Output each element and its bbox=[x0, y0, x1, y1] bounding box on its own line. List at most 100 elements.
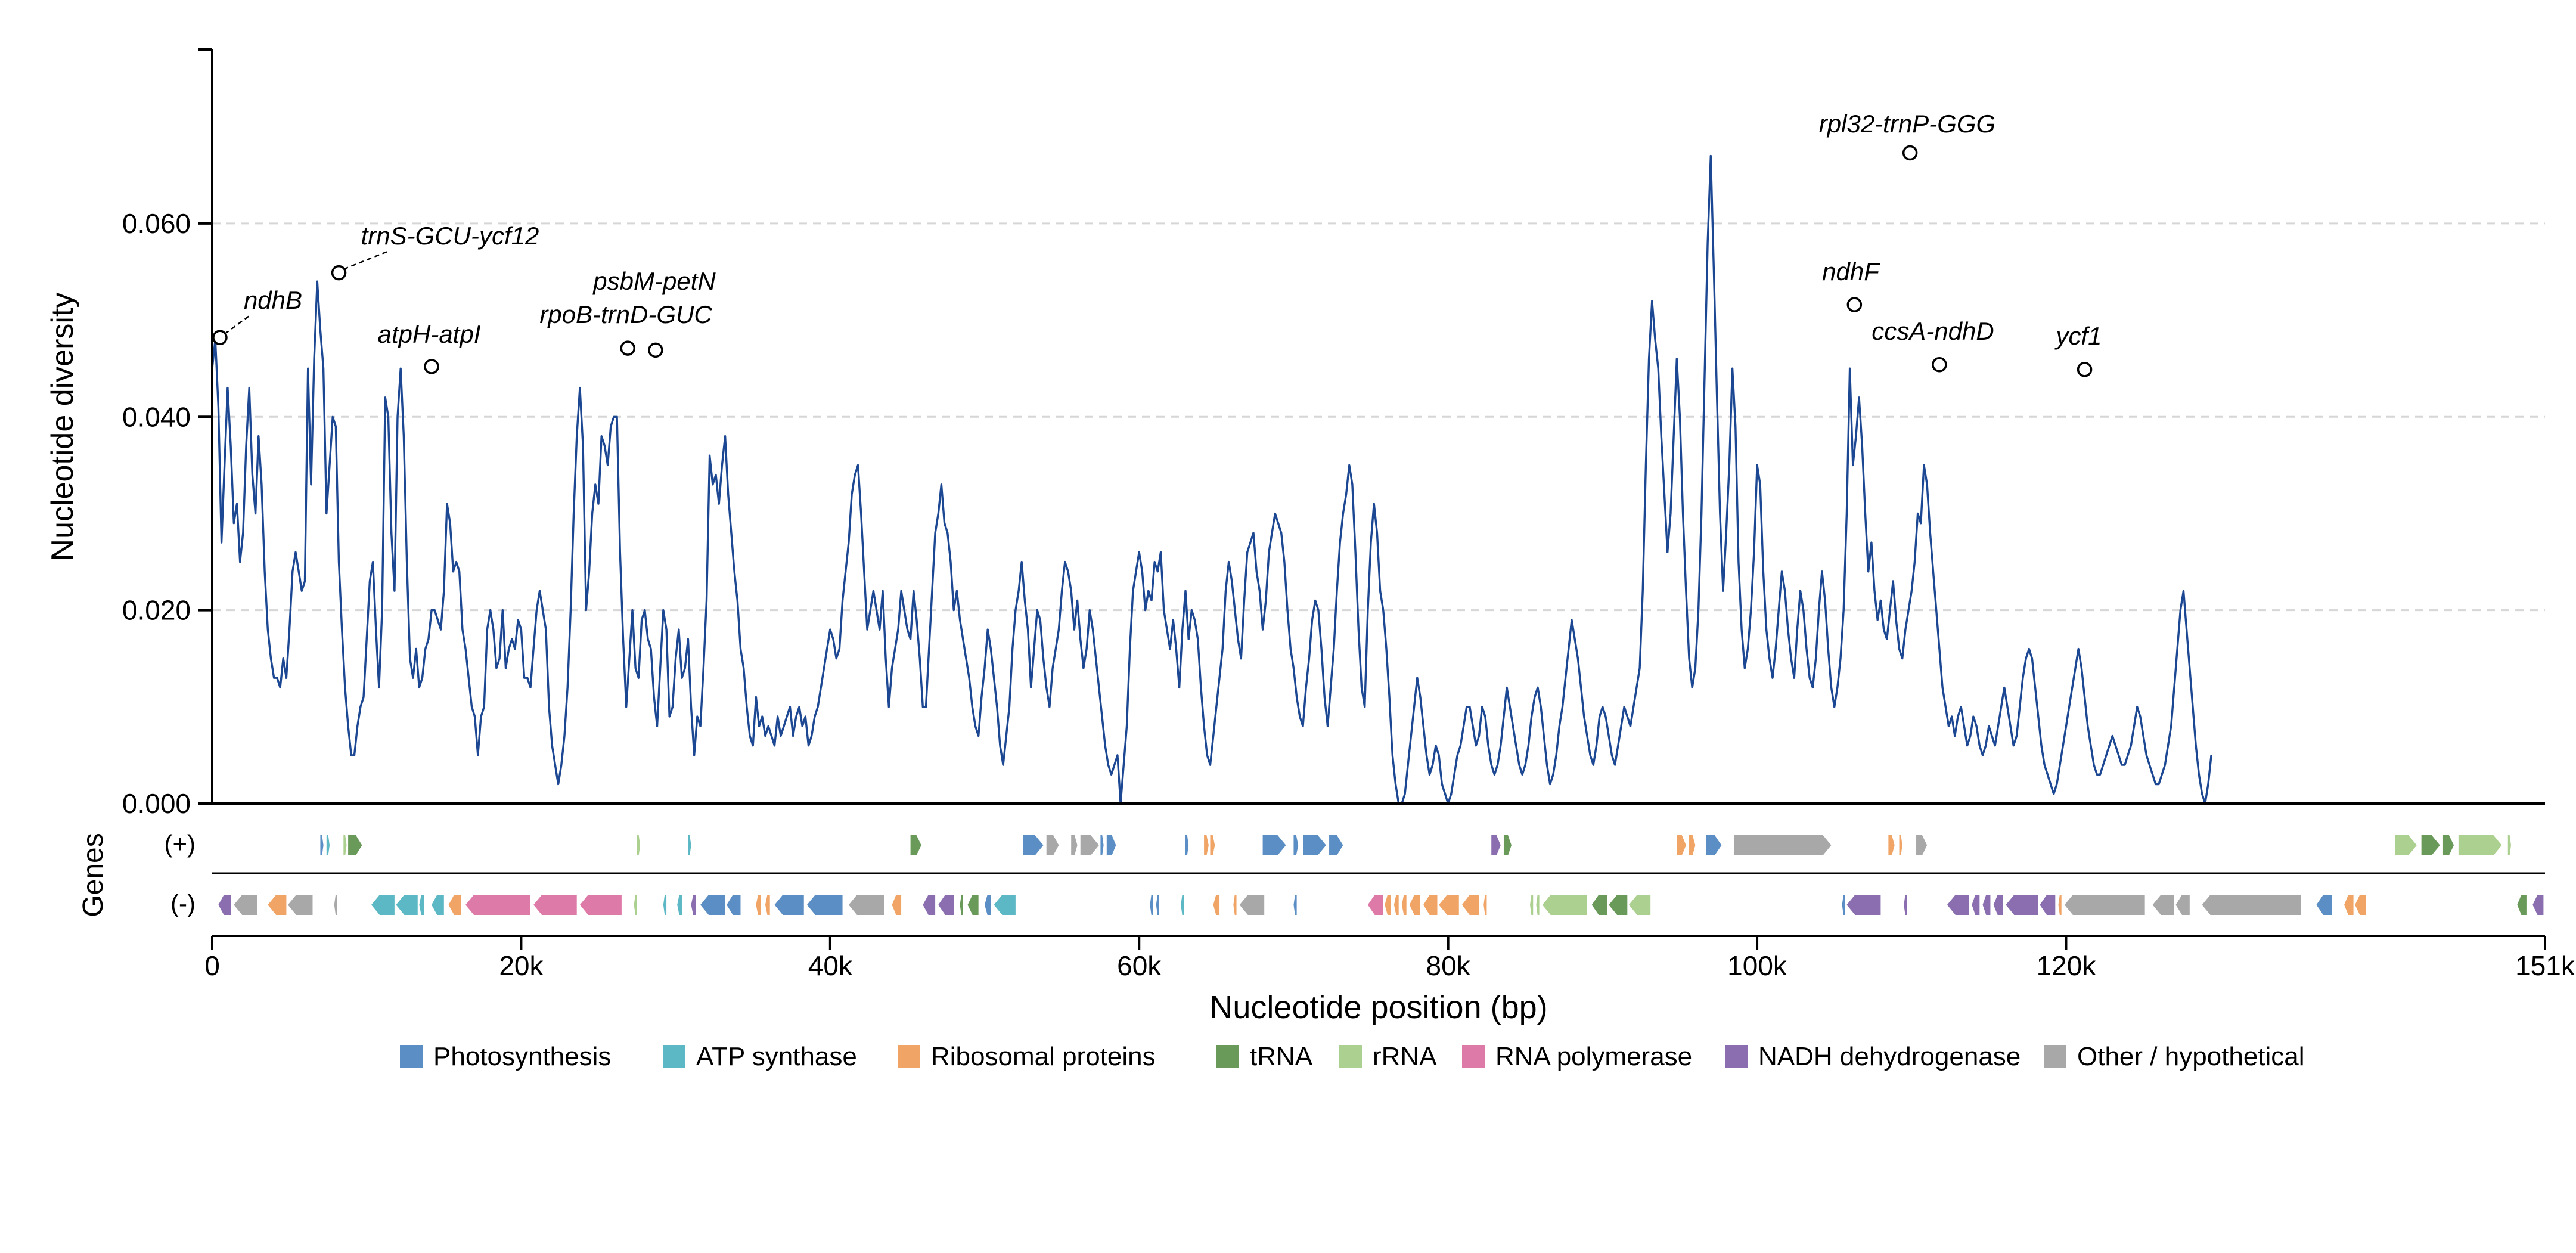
gene-minus bbox=[432, 895, 444, 915]
peak-label: ndhB bbox=[244, 286, 302, 314]
gene-plus bbox=[1329, 835, 1343, 855]
gene-plus bbox=[343, 835, 347, 855]
y-gridlines bbox=[212, 222, 2545, 612]
legend-label: Photosynthesis bbox=[433, 1042, 611, 1071]
gene-minus bbox=[2040, 895, 2056, 915]
peak-label: rpl32-trnP-GGG bbox=[1819, 110, 1995, 138]
gene-plus bbox=[1899, 835, 1902, 855]
peak-marker bbox=[424, 359, 439, 374]
legend-label: Ribosomal proteins bbox=[931, 1042, 1156, 1071]
gene-plus bbox=[910, 835, 921, 855]
gene-minus bbox=[419, 895, 424, 915]
gene-minus bbox=[774, 895, 804, 915]
gene-minus bbox=[2152, 895, 2174, 915]
strand-plus-label: (+) bbox=[165, 830, 196, 858]
gene-minus bbox=[1947, 895, 1969, 915]
peak-marker bbox=[620, 340, 636, 356]
gene-plus bbox=[637, 835, 640, 855]
legend-label: tRNA bbox=[1250, 1042, 1313, 1071]
gene-minus bbox=[1156, 895, 1159, 915]
gene-minus bbox=[334, 895, 337, 915]
gene-minus bbox=[1150, 895, 1153, 915]
gene-plus bbox=[1080, 835, 1099, 855]
gene-plus bbox=[1071, 835, 1078, 855]
gene-minus bbox=[1233, 895, 1237, 915]
legend-label: NADH dehydrogenase bbox=[1758, 1042, 2021, 1071]
gene-minus bbox=[1393, 895, 1399, 915]
peak-label: rpoB-trnD-GUC bbox=[539, 300, 712, 328]
gene-plus bbox=[1185, 835, 1189, 855]
legend-label: ATP synthase bbox=[696, 1042, 857, 1071]
gene-minus bbox=[268, 895, 287, 915]
gene-minus bbox=[848, 895, 884, 915]
peak-marker bbox=[1902, 145, 1918, 161]
gene-plus bbox=[2395, 835, 2417, 855]
legend-swatch bbox=[400, 1045, 423, 1068]
gene-minus bbox=[1982, 895, 1991, 915]
gene-minus bbox=[2175, 895, 2190, 915]
legend-label: RNA polymerase bbox=[1495, 1042, 1692, 1071]
peak-annotations: ndhB trnS-GCU-ycf12 atpH-atpI psbM-petN rpoB… bbox=[212, 110, 2102, 377]
gene-plus bbox=[1888, 835, 1895, 855]
gene-minus bbox=[533, 895, 577, 915]
gene-minus bbox=[923, 895, 936, 915]
gene-minus bbox=[371, 895, 395, 915]
gene-minus bbox=[579, 895, 622, 915]
gene-plus bbox=[1491, 835, 1501, 855]
x-tick-label: 80k bbox=[1426, 950, 1471, 981]
legend: Photosynthesis ATP synthase Ribosomal prot… bbox=[400, 1042, 2305, 1071]
gene-minus bbox=[1972, 895, 1980, 915]
x-tick-label: 120k bbox=[2037, 950, 2097, 981]
gene-minus bbox=[1993, 895, 2003, 915]
gene-plus bbox=[1916, 835, 1928, 855]
diversity-line bbox=[211, 154, 2212, 805]
peak-marker bbox=[212, 330, 228, 346]
gene-minus bbox=[1842, 895, 1845, 915]
genes-minus-strand bbox=[218, 895, 2544, 915]
gene-plus bbox=[1106, 835, 1116, 855]
peak-marker bbox=[2077, 362, 2093, 377]
genes-label: Genes bbox=[77, 833, 109, 917]
gene-plus bbox=[688, 835, 691, 855]
legend-swatch bbox=[1339, 1045, 1362, 1068]
gene-minus bbox=[1542, 895, 1587, 915]
legend-swatch bbox=[1462, 1045, 1485, 1068]
gene-plus bbox=[1100, 835, 1104, 855]
x-tick-label: 40k bbox=[808, 950, 853, 981]
gene-minus bbox=[2532, 895, 2544, 915]
gene-minus bbox=[806, 895, 843, 915]
gene-minus bbox=[700, 895, 725, 915]
gene-minus bbox=[2344, 895, 2354, 915]
gene-minus bbox=[1461, 895, 1479, 915]
y-tick-label: 0.020 bbox=[122, 595, 191, 626]
peak-label: psbM-petN bbox=[592, 267, 716, 295]
genes-plus-strand bbox=[320, 835, 2511, 855]
strand-minus-label: (-) bbox=[170, 889, 195, 917]
y-tick-label: 0.040 bbox=[122, 401, 191, 432]
gene-minus bbox=[967, 895, 979, 915]
gene-minus bbox=[2316, 895, 2332, 915]
gene-minus bbox=[1536, 895, 1540, 915]
x-tick-label: 20k bbox=[499, 950, 544, 981]
gene-plus bbox=[1046, 835, 1059, 855]
gene-minus bbox=[1181, 895, 1184, 915]
gene-minus bbox=[1367, 895, 1383, 915]
gene-plus bbox=[1262, 835, 1286, 855]
x-axis-label: Nucleotide position (bp) bbox=[1209, 990, 1547, 1025]
gene-minus bbox=[465, 895, 530, 915]
gene-minus bbox=[2355, 895, 2366, 915]
peak-label: ccsA-ndhD bbox=[1872, 317, 1994, 345]
gene-minus bbox=[1628, 895, 1651, 915]
gene-minus bbox=[2058, 895, 2062, 915]
gene-minus bbox=[677, 895, 682, 915]
gene-plus bbox=[1293, 835, 1299, 855]
gene-plus bbox=[1734, 835, 1832, 855]
x-tick-label: 60k bbox=[1117, 950, 1162, 981]
x-tick-label: 0 bbox=[204, 950, 220, 981]
peak-label: ndhF bbox=[1822, 258, 1880, 286]
gene-plus bbox=[1503, 835, 1512, 855]
gene-minus bbox=[2202, 895, 2301, 915]
gene-plus bbox=[1023, 835, 1044, 855]
peak-label: atpH-atpI bbox=[378, 320, 481, 348]
